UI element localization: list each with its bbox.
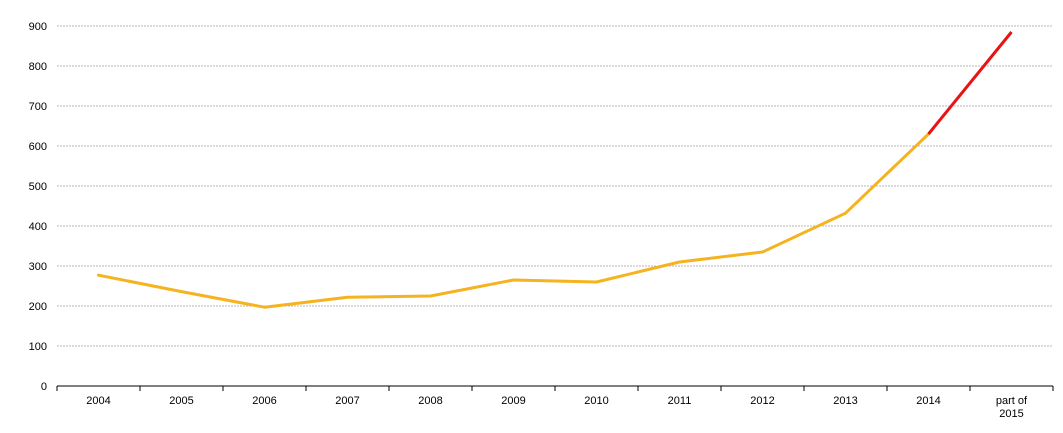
y-tick-label: 600: [29, 141, 47, 153]
x-tick-label: 2007: [335, 395, 359, 407]
y-tick-label: 700: [29, 101, 47, 113]
y-tick-label: 100: [29, 341, 47, 353]
x-tick-label: 2010: [584, 395, 608, 407]
x-tick-label: 2013: [833, 395, 857, 407]
y-tick-label: 900: [29, 21, 47, 33]
x-tick-label: 2008: [418, 395, 442, 407]
x-tick-label: 2009: [501, 395, 525, 407]
x-tick-label: 2006: [252, 395, 276, 407]
y-tick-label: 500: [29, 181, 47, 193]
x-tick-label: part of 2015: [996, 395, 1028, 420]
x-tick-label: 2014: [916, 395, 940, 407]
x-axis-tick-labels: 2004 2005 2006 2007 2008 2009 2010 2011 2012 2013…: [86, 395, 1028, 420]
y-tick-label: 200: [29, 301, 47, 313]
y-tick-label: 0: [41, 381, 47, 393]
gridlines: [57, 25, 1053, 347]
y-axis-tick-labels: 0 100 200 300 400 500 600 700 800 900: [29, 21, 47, 393]
series-lines: [97, 31, 1013, 309]
x-axis: [56, 385, 1054, 391]
series-line-highlight-segment: [927, 31, 1013, 135]
y-tick-label: 300: [29, 261, 47, 273]
y-tick-label: 800: [29, 61, 47, 73]
series-line: [97, 132, 930, 309]
y-tick-label: 400: [29, 221, 47, 233]
x-tick-label: 2011: [668, 395, 692, 407]
x-tick-label: 2012: [750, 395, 774, 407]
x-tick-label: 2005: [169, 395, 193, 407]
x-tick-label: 2004: [86, 395, 110, 407]
